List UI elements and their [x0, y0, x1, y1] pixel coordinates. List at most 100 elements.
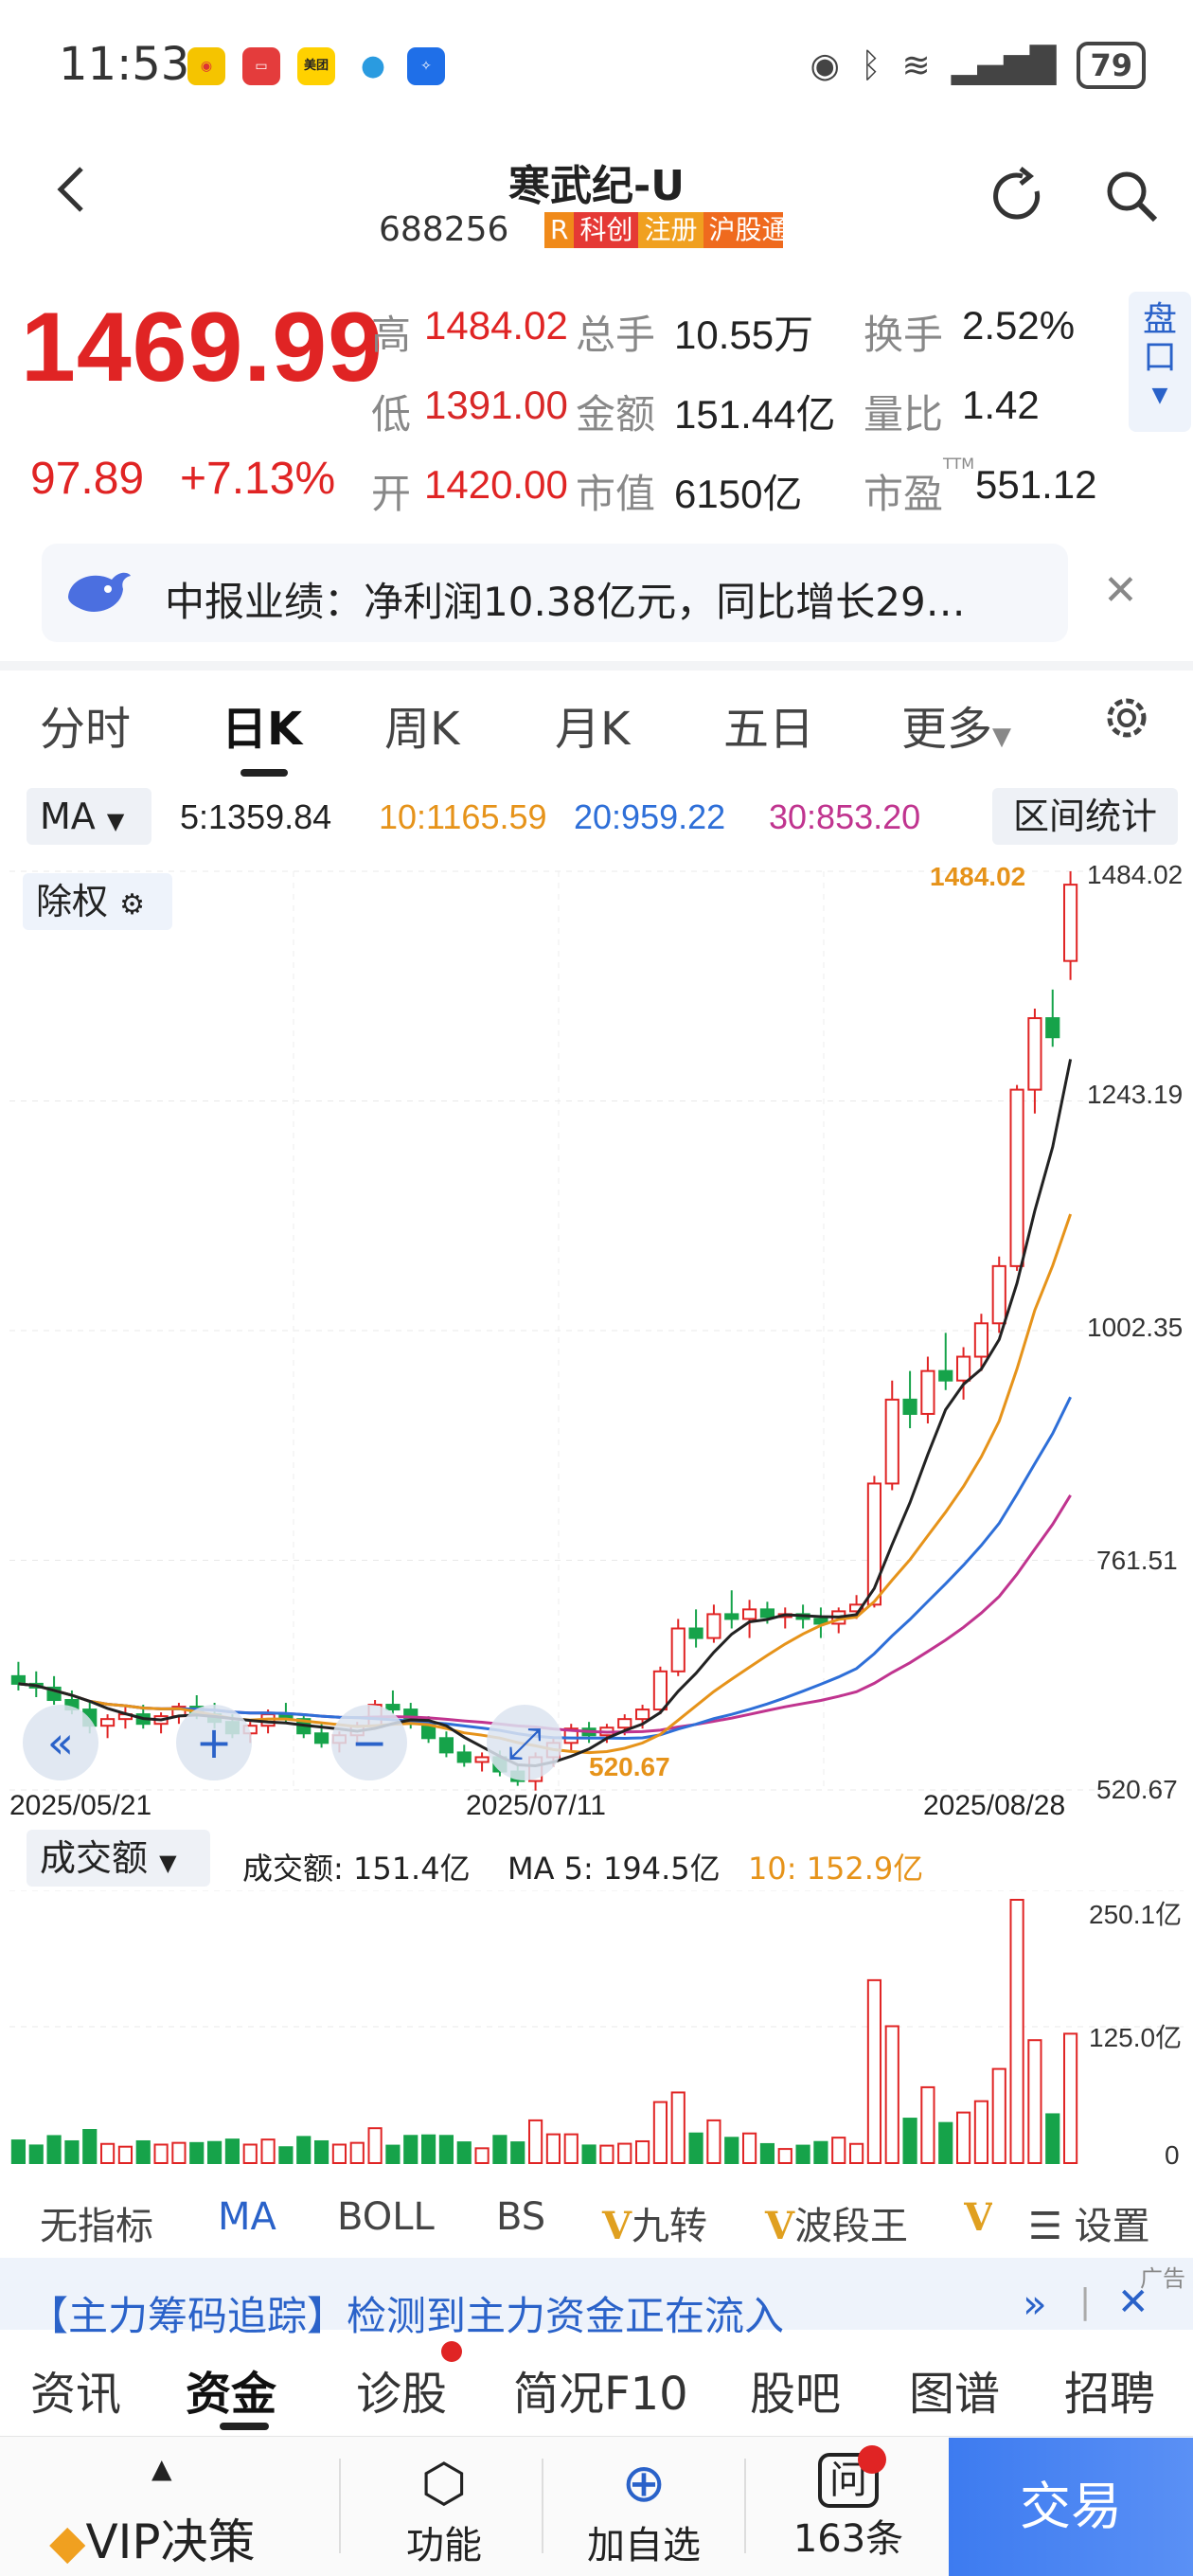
volume-bar: [724, 2137, 739, 2164]
add-watchlist-button[interactable]: ⊕ 加自选: [578, 2453, 710, 2569]
wifi-icon: ≋: [901, 45, 931, 85]
candle-body: [670, 1627, 686, 1673]
volume-chart[interactable]: [9, 1890, 1184, 2174]
x-label-start: 2025/05/21: [9, 1790, 152, 1821]
indicator-none[interactable]: 无指标: [40, 2205, 153, 2248]
btab-funds[interactable]: 资金: [186, 2368, 277, 2421]
news-close-button[interactable]: ✕: [1103, 566, 1138, 615]
candlestick-chart[interactable]: [9, 852, 1184, 1828]
indicator-boll[interactable]: BOLL: [337, 2195, 435, 2239]
chevron-down-icon: ▼: [1151, 384, 1168, 407]
ad-text[interactable]: 【主力筹码追踪】检测到主力资金正在流入: [28, 2293, 785, 2339]
search-button[interactable]: [1098, 163, 1165, 229]
ad-more-icon[interactable]: »: [1023, 2281, 1047, 2327]
ad-separator: |: [1079, 2282, 1092, 2321]
add-watchlist-label: 加自选: [587, 2524, 701, 2567]
volume-bar: [278, 2146, 294, 2165]
ad-banner[interactable]: [0, 2258, 1193, 2330]
volume-bar: [385, 2144, 401, 2165]
double-chevron-left-icon: «: [46, 1717, 75, 1768]
tab-underline: [240, 769, 288, 777]
weibo-icon: ◉: [187, 47, 225, 85]
volume-bar: [581, 2144, 596, 2165]
btab-diagnose[interactable]: 诊股: [356, 2368, 448, 2421]
volume-amount-label: 成交额:: [242, 1851, 344, 1887]
zoom-out-button[interactable]: −: [331, 1705, 407, 1780]
status-right: ◉ ᛒ ≋ ▂▄▆█ 79: [810, 42, 1146, 89]
volume-label: 总手: [576, 312, 656, 358]
indicator-jiuzhuan-label: 九转: [632, 2205, 708, 2248]
tab-weekly-k[interactable]: 周K: [384, 703, 460, 756]
ratio-label: 量比: [864, 391, 944, 438]
volume-bar: [367, 2127, 383, 2164]
volume-selector-label: 成交额: [40, 1837, 149, 1879]
btab-news[interactable]: 资讯: [30, 2368, 122, 2421]
adjust-button[interactable]: 除权 ⚙: [23, 873, 172, 930]
ad-close-icon[interactable]: ✕: [1117, 2281, 1149, 2324]
ma-selector[interactable]: MA ▼: [27, 788, 151, 845]
panko-button[interactable]: 盘口 ▼: [1129, 292, 1191, 432]
volume-bar: [492, 2135, 507, 2165]
tag-hugutong: 沪股通: [703, 212, 783, 248]
fit-screen-button[interactable]: ⤢: [487, 1705, 562, 1780]
indicator-jiuzhuan[interactable]: V九转: [602, 2195, 707, 2250]
tab-more[interactable]: 更多▼: [901, 691, 1011, 758]
plus-circle-icon: ⊕: [621, 2453, 667, 2514]
volume-bar: [866, 1978, 882, 2164]
btab-graph[interactable]: 图谱: [909, 2368, 1001, 2421]
tag-kechuang: 科创: [574, 212, 639, 248]
volume-bar: [688, 2132, 703, 2165]
volume-bar: [902, 2118, 917, 2164]
volume-bar: [670, 2091, 686, 2164]
volume-bar: [456, 2141, 472, 2165]
indicator-partial[interactable]: V: [964, 2195, 992, 2240]
close-icon: ✕: [1103, 566, 1138, 615]
back-button[interactable]: [53, 161, 100, 227]
indicator-boduanwang[interactable]: V波段王: [765, 2195, 908, 2250]
status-bar: 11:53 ◉ ▭ 美团 ● ✧ ◉ ᛒ ≋ ▂▄▆█ 79: [0, 0, 1193, 133]
volume-bar: [474, 2147, 490, 2164]
zoom-in-button[interactable]: +: [176, 1705, 252, 1780]
candle-body: [634, 1708, 650, 1721]
function-button[interactable]: ⬡ 功能: [392, 2453, 496, 2569]
tab-five-day[interactable]: 五日: [723, 703, 815, 756]
battery-indicator: 79: [1077, 42, 1146, 89]
news-banner[interactable]: 中报业绩：净利润10.38亿元，同比增长29…: [42, 544, 1068, 642]
ma20-value: 20:959.22: [574, 797, 726, 836]
price-change-pct: +7.13%: [180, 454, 336, 504]
tab-daily-k[interactable]: 日K: [222, 703, 303, 756]
volume-bar: [224, 2138, 240, 2164]
indicator-ma[interactable]: MA: [218, 2195, 276, 2239]
diamond-icon: ◆: [49, 2514, 86, 2569]
vip-button[interactable]: ◆VIP决策: [49, 2504, 256, 2572]
ask-button[interactable]: 问 163条: [782, 2453, 915, 2563]
volume-bar: [848, 2142, 864, 2165]
indicator-settings[interactable]: ☰ 设置: [1028, 2195, 1150, 2250]
volume-amount: 成交额: 151.4亿: [242, 1845, 471, 1888]
caret-up-icon[interactable]: ▲: [151, 2453, 172, 2484]
candle-body: [1045, 1017, 1060, 1039]
chart-settings-button[interactable]: [1098, 689, 1155, 750]
candle-body: [1027, 1017, 1042, 1091]
ma5-value: 5:1359.84: [180, 797, 332, 836]
refresh-button[interactable]: [985, 163, 1051, 229]
x-label-end: 2025/08/28: [923, 1790, 1066, 1821]
indicator-bs[interactable]: BS: [496, 2195, 546, 2239]
trade-button[interactable]: 交易: [949, 2438, 1193, 2576]
volume-bar: [1062, 2032, 1078, 2164]
panko-label: 盘口: [1142, 300, 1177, 377]
tab-monthly-k[interactable]: 月K: [555, 703, 631, 756]
btab-f10[interactable]: 简况F10: [513, 2368, 688, 2421]
volume-indicator-selector[interactable]: 成交额 ▼: [27, 1830, 210, 1887]
btab-jobs[interactable]: 招聘: [1064, 2368, 1156, 2421]
ask-count-label: 163条: [792, 2517, 904, 2561]
volume-ma10: 10: 152.9亿: [748, 1845, 923, 1888]
range-stats-button[interactable]: 区间统计: [992, 788, 1178, 845]
bottom-divider: [744, 2459, 746, 2553]
volume-bar: [171, 2141, 187, 2164]
tab-fenshi[interactable]: 分时: [40, 703, 132, 756]
red-app-icon: ▭: [242, 47, 280, 85]
scroll-back-button[interactable]: «: [23, 1705, 98, 1780]
btab-forum[interactable]: 股吧: [750, 2368, 842, 2421]
adjust-label: 除权: [36, 881, 109, 922]
